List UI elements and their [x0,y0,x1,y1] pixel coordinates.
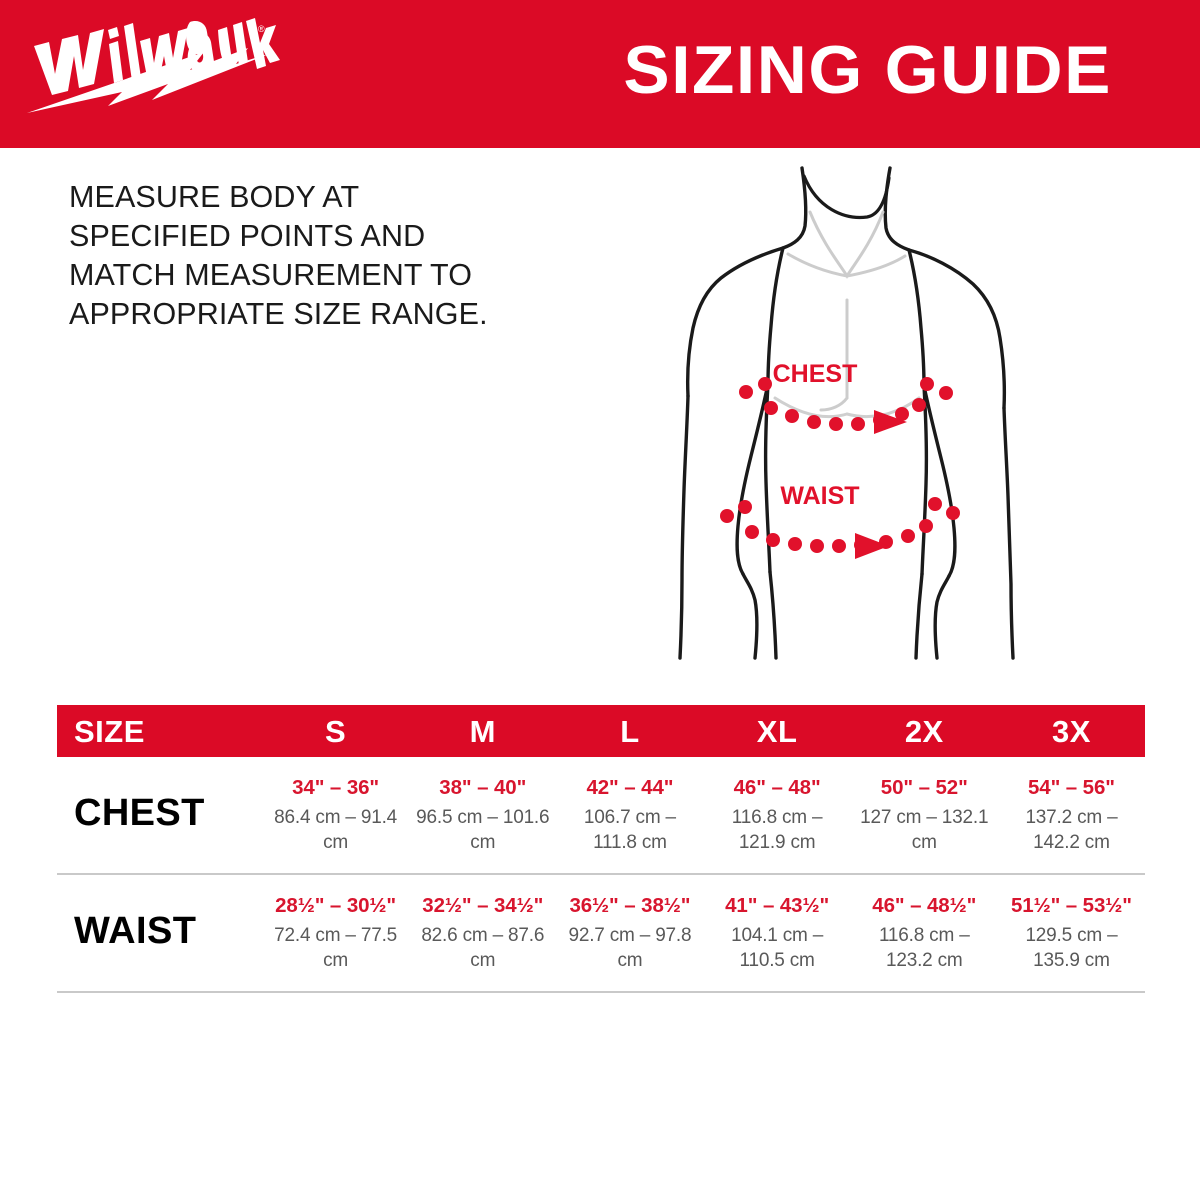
cell-chest-l: 42" – 44" 106.7 cm – 111.8 cm [556,757,703,855]
cell-waist-s: 28½" – 30½" 72.4 cm – 77.5 cm [262,875,409,973]
value-inches: 51½" – 53½" [1010,894,1132,917]
cell-waist-2x: 46" – 48½" 116.8 cm – 123.2 cm [851,875,998,973]
cell-waist-xl: 41" – 43½" 104.1 cm – 110.5 cm [704,875,851,973]
header-band: ® SIZING GUIDE [0,0,1200,148]
value-cm: 129.5 cm – 135.9 cm [1025,925,1118,971]
value-inches: 34" – 36" [292,776,380,799]
header-cell-s: S [324,713,347,749]
milwaukee-logo: ® [22,18,282,133]
cell-chest-xl: 46" – 48" 116.8 cm – 121.9 cm [704,757,851,855]
value-inches: 32½" – 34½" [422,894,544,917]
value-cm: 137.2 cm – 142.2 cm [1025,807,1118,853]
header-cell-size: SIZE [74,713,145,749]
waist-label: WAIST [780,482,859,510]
cell-waist-3x: 51½" – 53½" 129.5 cm – 135.9 cm [998,875,1145,973]
cell-waist-m: 32½" – 34½" 82.6 cm – 87.6 cm [409,875,556,973]
value-cm: 82.6 cm – 87.6 cm [421,925,545,971]
cell-chest-s: 34" – 36" 86.4 cm – 91.4 cm [262,757,409,855]
cell-chest-2x: 50" – 52" 127 cm – 132.1 cm [851,757,998,855]
chest-marker-dots [739,377,953,434]
value-inches: 46" – 48" [733,776,821,799]
value-inches: 50" – 52" [880,776,968,799]
header-cell-2x: 2X [904,713,944,749]
body-measurement-diagram: CHEST WAIST [655,160,1075,670]
value-cm: 92.7 cm – 97.8 cm [568,925,692,971]
header-cell-l: L [620,713,640,749]
value-cm: 86.4 cm – 91.4 cm [274,807,398,853]
cell-waist-l: 36½" – 38½" 92.7 cm – 97.8 cm [556,875,703,973]
value-inches: 42" – 44" [586,776,674,799]
value-cm: 127 cm – 132.1 cm [860,807,989,853]
cell-chest-m: 38" – 40" 96.5 cm – 101.6 cm [409,757,556,855]
header-cell-m: M [469,713,496,749]
svg-text:®: ® [258,24,265,34]
waist-marker-dots [720,497,960,559]
value-inches: 38" – 40" [439,776,527,799]
value-inches: 28½" – 30½" [275,894,397,917]
cell-chest-3x: 54" – 56" 137.2 cm – 142.2 cm [998,757,1145,855]
table-row: WAIST 28½" – 30½" 72.4 cm – 77.5 cm 32½"… [57,875,1145,993]
header-cell-3x: 3X [1051,713,1091,749]
value-cm: 116.8 cm – 123.2 cm [878,925,970,971]
table-header-row: SIZE S M L XL 2X 3X [57,705,1145,757]
page-title: SIZING GUIDE [623,32,1112,108]
value-inches: 46" – 48½" [872,894,977,917]
value-cm: 72.4 cm – 77.5 cm [274,925,398,971]
value-cm: 96.5 cm – 101.6 cm [416,807,550,853]
value-cm: 116.8 cm – 121.9 cm [731,807,823,853]
value-inches: 54" – 56" [1027,776,1115,799]
value-cm: 104.1 cm – 110.5 cm [731,925,824,971]
size-chart-table: SIZE S M L XL 2X 3X CHEST 34" – 36" 86.4… [57,705,1145,993]
value-cm: 106.7 cm – 111.8 cm [583,807,676,853]
row-label-waist: WAIST [74,910,197,952]
instructions-text: MEASURE BODY AT SPECIFIED POINTS AND MAT… [69,180,488,331]
header-cell-xl: XL [756,713,798,749]
table-row: CHEST 34" – 36" 86.4 cm – 91.4 cm 38" – … [57,757,1145,875]
value-inches: 36½" – 38½" [569,894,691,917]
row-label-chest: CHEST [74,792,205,834]
value-inches: 41" – 43½" [725,894,830,917]
chest-label: CHEST [773,360,858,388]
